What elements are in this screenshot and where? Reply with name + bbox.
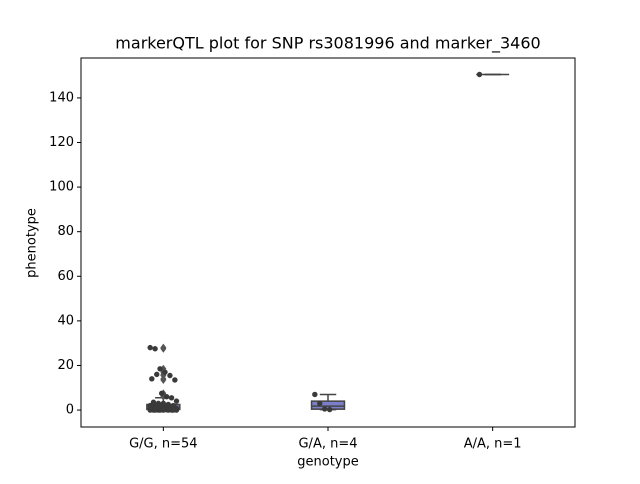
y-tick-label: 140 bbox=[49, 90, 74, 105]
x-tick-label: G/A, n=4 bbox=[298, 437, 357, 452]
strip-point bbox=[476, 71, 483, 78]
strip-point bbox=[147, 344, 153, 351]
strip-point bbox=[312, 391, 318, 398]
strip-point bbox=[158, 390, 165, 397]
y-tick-label: 0 bbox=[66, 403, 74, 418]
strip-point bbox=[167, 372, 173, 379]
y-tick-label: 80 bbox=[57, 224, 74, 239]
strip-point bbox=[168, 395, 175, 401]
strip-point bbox=[157, 407, 163, 413]
strip-point bbox=[149, 376, 155, 382]
y-tick-label: 60 bbox=[57, 269, 74, 284]
strip-point bbox=[157, 366, 163, 372]
strip-point bbox=[165, 407, 171, 413]
y-tick-label: 40 bbox=[57, 313, 74, 328]
strip-point bbox=[162, 369, 168, 375]
strip-point bbox=[147, 407, 153, 413]
strip-point bbox=[322, 406, 328, 412]
strip-point bbox=[154, 371, 160, 378]
strip-point bbox=[172, 377, 178, 383]
strip-point bbox=[317, 400, 323, 407]
outlier bbox=[160, 375, 167, 384]
y-axis-label: phenotype bbox=[25, 208, 40, 278]
strip-point bbox=[152, 346, 158, 352]
outlier bbox=[160, 344, 167, 353]
chart-title: markerQTL plot for SNP rs3081996 and mar… bbox=[115, 34, 540, 54]
strip-point bbox=[170, 407, 176, 413]
strip-point bbox=[326, 406, 333, 413]
plot-frame bbox=[80, 57, 576, 428]
y-tick-label: 20 bbox=[57, 358, 74, 373]
y-tick-label: 120 bbox=[49, 135, 74, 150]
strip-point bbox=[173, 398, 180, 404]
y-tick-label: 100 bbox=[49, 180, 74, 195]
x-tick-label: G/G, n=54 bbox=[129, 437, 197, 452]
x-axis-label: genotype bbox=[297, 455, 358, 470]
x-tick-label: A/A, n=1 bbox=[464, 437, 522, 452]
strip-point bbox=[163, 393, 170, 400]
strip-point bbox=[152, 407, 158, 413]
